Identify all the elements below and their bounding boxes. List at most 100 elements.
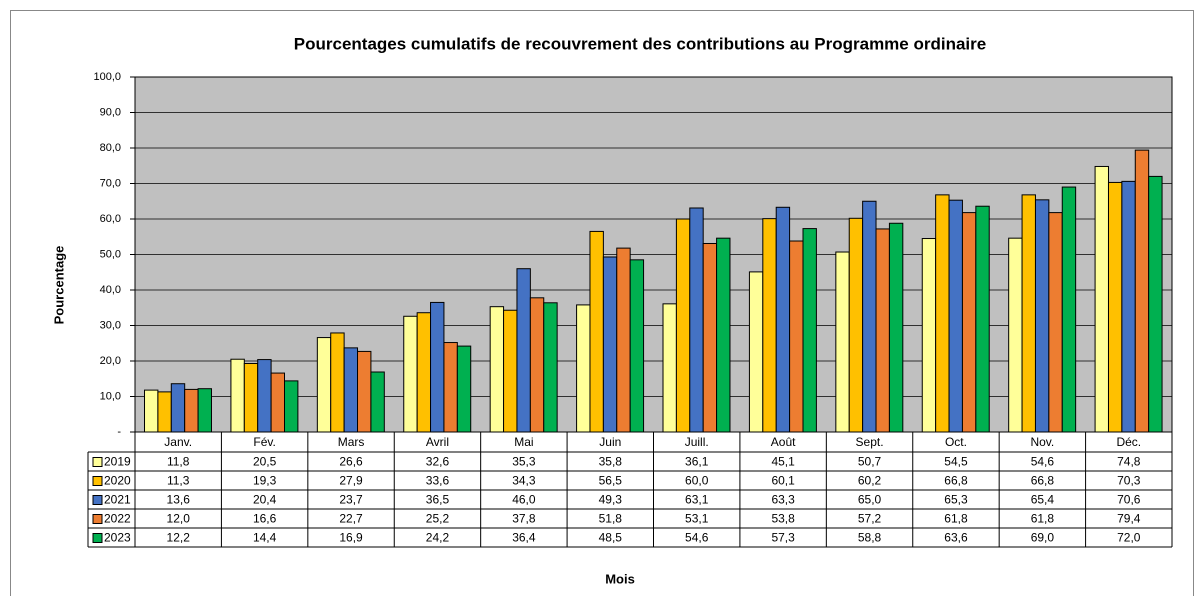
- bar: [629, 259, 645, 433]
- x-tick-label: Juill.: [685, 435, 709, 449]
- bar: [748, 271, 764, 433]
- table-value: 63,3: [771, 493, 795, 507]
- y-tick-label: 80,0: [100, 142, 121, 154]
- bar: [888, 222, 904, 433]
- table-value: 60,0: [685, 474, 709, 488]
- table-value: 12,0: [167, 512, 191, 526]
- table-value: 36,5: [426, 493, 450, 507]
- bar: [1107, 181, 1123, 433]
- table-value: 45,1: [771, 455, 795, 469]
- legend-label: 2019: [104, 455, 131, 469]
- table-value: 12,2: [167, 531, 191, 545]
- legend-label: 2020: [104, 474, 131, 488]
- table-value: 37,8: [512, 512, 536, 526]
- bar: [529, 297, 545, 433]
- bar: [775, 206, 791, 433]
- bar: [1048, 212, 1063, 433]
- table-value: 24,2: [426, 531, 450, 545]
- bar: [848, 217, 864, 433]
- table-value: 48,5: [599, 531, 623, 545]
- table-value: 35,3: [512, 455, 536, 469]
- y-tick-label: 30,0: [100, 319, 121, 331]
- table-value: 33,6: [426, 474, 450, 488]
- table-value: 14,4: [253, 531, 277, 545]
- bar: [961, 212, 977, 433]
- y-tick-label: 40,0: [100, 284, 121, 296]
- bar: [1121, 180, 1136, 433]
- bar: [197, 388, 212, 433]
- table-value: 16,6: [253, 512, 277, 526]
- bar: [802, 228, 817, 433]
- bar: [456, 345, 472, 433]
- bar: [270, 372, 286, 433]
- table-value: 65,3: [944, 493, 968, 507]
- bar: [357, 350, 372, 433]
- bar: [689, 207, 704, 433]
- table-value: 35,8: [599, 455, 623, 469]
- table-value: 63,1: [685, 493, 709, 507]
- table-value: 20,5: [253, 455, 277, 469]
- x-axis-title: Mois: [605, 571, 635, 586]
- bar: [430, 301, 445, 433]
- table-value: 70,6: [1117, 493, 1141, 507]
- bar: [316, 337, 332, 433]
- bar: [144, 389, 159, 433]
- table-value: 61,8: [1031, 512, 1055, 526]
- x-tick-label: Oct.: [945, 435, 967, 449]
- y-tick-label: 100,0: [93, 71, 121, 83]
- table-value: 70,3: [1117, 474, 1141, 488]
- bar: [243, 362, 259, 433]
- bar: [935, 194, 950, 433]
- bar: [1094, 165, 1109, 433]
- bar: [789, 240, 804, 433]
- x-tick-label: Avril: [426, 435, 449, 449]
- table-value: 26,6: [339, 455, 363, 469]
- bar: [875, 228, 890, 433]
- table-value: 49,3: [599, 493, 623, 507]
- y-axis-title: Pourcentage: [51, 246, 66, 325]
- bar: [616, 247, 631, 433]
- x-tick-label: Mars: [338, 435, 365, 449]
- table-value: 11,8: [167, 455, 190, 469]
- bar: [576, 304, 591, 433]
- y-tick-label: 20,0: [100, 355, 121, 367]
- table-value: 23,7: [339, 493, 363, 507]
- bar: [489, 306, 505, 433]
- table-value: 65,0: [858, 493, 882, 507]
- legend-key: [92, 514, 103, 524]
- y-tick-label: 90,0: [100, 106, 121, 118]
- legend-label: 2021: [104, 493, 131, 507]
- bar: [675, 218, 691, 433]
- bar: [403, 315, 418, 433]
- legend-key: [92, 457, 103, 467]
- table-value: 32,6: [426, 455, 450, 469]
- y-tick-label: 70,0: [100, 177, 121, 189]
- bar: [370, 371, 385, 433]
- y-tick-label: 10,0: [100, 390, 121, 402]
- bar: [948, 199, 963, 433]
- x-tick-label: Sept.: [856, 435, 884, 449]
- bar: [716, 237, 731, 433]
- y-tick-label: 50,0: [100, 248, 121, 260]
- bar: [862, 200, 877, 433]
- legend-label: 2023: [104, 531, 131, 545]
- bar: [921, 238, 937, 433]
- table-value: 54,6: [685, 531, 709, 545]
- bar: [1148, 175, 1163, 433]
- x-tick-label: Juin: [599, 435, 621, 449]
- bar: [230, 358, 245, 433]
- bar: [170, 383, 186, 433]
- table-value: 61,8: [944, 512, 968, 526]
- table-value: 69,0: [1031, 531, 1055, 545]
- table-value: 54,5: [944, 455, 968, 469]
- bar: [1008, 237, 1023, 433]
- bar: [1061, 186, 1077, 433]
- bar: [416, 312, 432, 433]
- table-value: 46,0: [512, 493, 536, 507]
- table-value: 53,8: [771, 512, 795, 526]
- table-value: 36,1: [685, 455, 709, 469]
- table-value: 13,6: [167, 493, 191, 507]
- table-value: 50,7: [858, 455, 882, 469]
- bar: [1034, 199, 1050, 433]
